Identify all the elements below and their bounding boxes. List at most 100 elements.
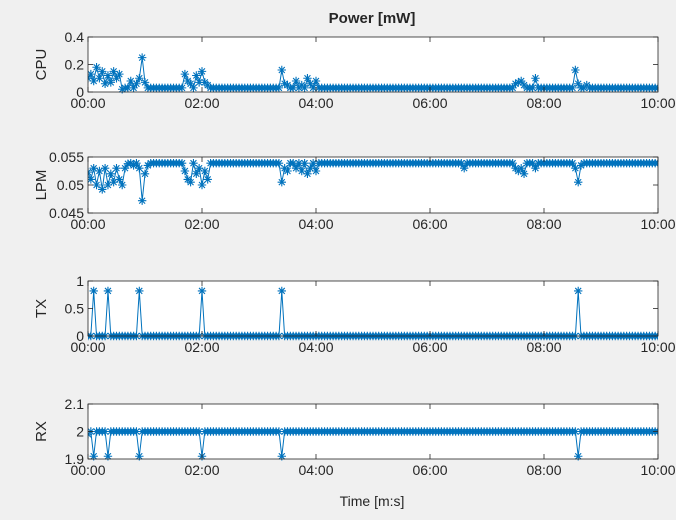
x-tick-label: 06:00 xyxy=(412,216,447,232)
data-point xyxy=(508,158,517,168)
data-point xyxy=(294,158,304,168)
data-point xyxy=(306,164,315,173)
data-point xyxy=(89,452,98,461)
data-point xyxy=(457,158,466,168)
data-point xyxy=(95,74,104,83)
data-point xyxy=(311,76,321,86)
data-point xyxy=(137,53,147,62)
y-tick-label: 0.4 xyxy=(65,29,85,45)
y-tick-label: 0.055 xyxy=(49,149,84,165)
data-point xyxy=(574,79,583,88)
data-point xyxy=(192,71,201,80)
y-tick-label: 0.045 xyxy=(49,205,84,221)
data-point xyxy=(92,63,101,72)
data-point xyxy=(460,164,469,173)
data-point xyxy=(571,65,580,75)
y-tick-label: 2.1 xyxy=(65,396,85,412)
x-tick-label: 10:00 xyxy=(640,95,675,111)
data-point xyxy=(303,169,312,178)
data-point xyxy=(197,180,207,190)
x-tick-label: 10:00 xyxy=(640,216,675,232)
data-point xyxy=(297,166,306,176)
data-point xyxy=(118,85,127,94)
data-point xyxy=(103,286,113,296)
data-point xyxy=(192,169,201,178)
data-point xyxy=(574,178,583,187)
data-point xyxy=(574,286,583,296)
data-point xyxy=(517,164,526,173)
data-point xyxy=(274,83,284,93)
data-point xyxy=(300,83,309,93)
data-point xyxy=(135,164,144,173)
x-tick-label: 04:00 xyxy=(298,462,333,478)
data-point xyxy=(109,67,118,76)
series xyxy=(88,158,658,205)
data-point xyxy=(92,180,101,190)
data-point xyxy=(109,178,118,187)
data-point xyxy=(180,69,190,79)
data-point xyxy=(197,286,207,296)
data-point xyxy=(180,166,190,176)
y-axis-label: LPM xyxy=(33,170,50,201)
x-tick-label: 08:00 xyxy=(526,339,561,355)
data-point xyxy=(200,166,210,176)
data-point xyxy=(289,158,298,168)
x-tick-label: 00:00 xyxy=(70,339,105,355)
subplot-cpu: 00:00 02:00 04:00 06:00 08:00 10:00 0 0.2 0.4 CPU xyxy=(33,29,676,111)
y-tick-label: 0.2 xyxy=(65,57,85,73)
chart-title: Power [mW] xyxy=(329,10,416,27)
data-point xyxy=(274,427,284,436)
data-point xyxy=(571,427,580,436)
data-point xyxy=(203,175,212,184)
data-point xyxy=(140,169,150,178)
data-point xyxy=(106,78,115,87)
data-point xyxy=(98,185,107,194)
x-tick-label: 00:00 xyxy=(70,216,105,232)
data-point xyxy=(177,158,187,168)
data-point xyxy=(140,78,150,87)
data-point xyxy=(194,164,204,173)
data-point xyxy=(528,158,537,168)
data-point xyxy=(103,71,113,80)
data-point xyxy=(568,83,577,93)
data-point xyxy=(300,158,309,168)
x-tick-label: 00:00 xyxy=(70,95,105,111)
data-point xyxy=(95,166,104,176)
x-tick-label: 02:00 xyxy=(184,95,219,111)
data-point xyxy=(277,178,286,187)
data-point xyxy=(98,67,107,76)
data-point xyxy=(308,83,318,93)
data-point xyxy=(291,164,301,173)
data-point xyxy=(100,164,110,173)
data-point xyxy=(88,175,96,184)
data-point xyxy=(115,69,124,79)
subplot-tx: 00:00 02:00 04:00 06:00 08:00 10:00 0 0.5 1 TX xyxy=(33,273,676,355)
x-tick-label: 10:00 xyxy=(640,462,675,478)
y-tick-label: 0 xyxy=(76,84,84,100)
data-point xyxy=(100,79,110,88)
data-point xyxy=(277,452,286,461)
data-point xyxy=(103,452,113,461)
y-tick-label: 0.05 xyxy=(57,177,84,193)
data-point xyxy=(528,83,537,93)
data-point xyxy=(571,164,580,173)
data-point xyxy=(277,65,286,75)
x-tick-label: 06:00 xyxy=(412,95,447,111)
data-point xyxy=(177,83,187,93)
subplot-rx: 00:00 02:00 04:00 06:00 08:00 10:00 1.9 2 2.1 RX xyxy=(33,396,676,478)
data-point xyxy=(568,158,577,168)
data-point xyxy=(112,74,121,83)
data-point xyxy=(135,286,144,296)
y-tick-label: 1 xyxy=(76,273,84,289)
x-tick-label: 08:00 xyxy=(526,462,561,478)
data-point xyxy=(123,83,133,93)
data-point xyxy=(123,159,133,168)
series xyxy=(88,427,658,461)
data-point xyxy=(135,74,144,83)
y-axis-label: TX xyxy=(33,299,50,318)
data-point xyxy=(277,286,286,296)
y-tick-label: 0.5 xyxy=(65,301,85,317)
data-point xyxy=(135,452,144,461)
series xyxy=(88,53,658,94)
